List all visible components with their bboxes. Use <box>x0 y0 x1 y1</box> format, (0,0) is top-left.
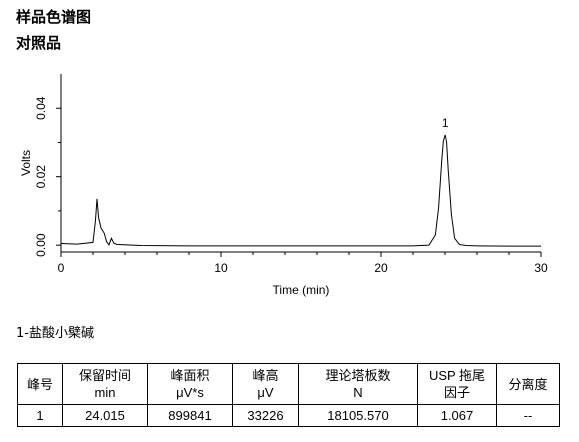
header-peak-area-label: 峰面积 <box>170 368 210 383</box>
cell-peak-height: 33226 <box>232 404 299 427</box>
x-tick-label: 10 <box>214 261 228 275</box>
cell-usp-tailing: 1.067 <box>417 404 497 427</box>
peak-label: 1 <box>442 116 449 130</box>
header-theoretical-plates: 理论塔板数 N <box>298 363 418 405</box>
header-theoretical-plates-label: 理论塔板数 <box>325 368 391 383</box>
header-peak-height-label: 峰高 <box>252 368 279 383</box>
series-line-0 <box>60 134 541 247</box>
x-tick-label: 20 <box>374 261 388 275</box>
cell-retention-time: 24.015 <box>62 404 148 427</box>
header-peak-height: 峰高 μV <box>232 363 299 405</box>
cell-theoretical-plates: 18105.570 <box>298 404 418 427</box>
report-subtitle: 对照品 <box>16 34 62 52</box>
header-peak-area-unit: μV*s <box>176 385 204 400</box>
header-usp-tailing-unit: 因子 <box>443 385 470 400</box>
report-title: 样品色谱图 <box>16 8 92 26</box>
header-resolution: 分离度 <box>496 363 560 405</box>
header-usp-tailing-label: USP 拖尾 <box>428 368 486 383</box>
y-tick-label: 0.04 <box>34 96 48 120</box>
header-usp-tailing: USP 拖尾 因子 <box>417 363 497 405</box>
y-tick-label: 0.02 <box>34 165 48 189</box>
table-row: 1 24.015 899841 33226 18105.570 1.067 -- <box>17 404 560 427</box>
x-axis-label: Time (min) <box>273 283 330 297</box>
header-retention-time: 保留时间 min <box>62 363 148 405</box>
cell-resolution: -- <box>496 404 560 427</box>
y-axis-label: Volts <box>19 150 33 176</box>
chromatogram-chart: 0 10 20 30 0.00 0.02 0.04 Time (min) Volts 1 <box>19 74 548 297</box>
header-retention-time-label: 保留时间 <box>78 368 131 383</box>
y-tick-label: 0.00 <box>34 233 48 257</box>
x-tick-label: 30 <box>534 261 548 275</box>
header-peak-no: 峰号 <box>17 363 63 405</box>
peak-name-caption: 1-盐酸小檗碱 <box>16 326 94 341</box>
header-peak-no-label: 峰号 <box>26 376 53 392</box>
header-theoretical-plates-unit: N <box>353 385 363 400</box>
header-peak-area: 峰面积 μV*s <box>147 363 233 405</box>
header-retention-time-unit: min <box>94 385 116 400</box>
header-resolution-label: 分离度 <box>508 376 548 392</box>
results-table: 峰号 保留时间 min 峰面积 μV*s 峰高 μV 理论塔板数 N USP 拖尾 因子 … <box>17 363 560 427</box>
results-header-row: 峰号 保留时间 min 峰面积 μV*s 峰高 μV 理论塔板数 N USP 拖尾 因子 … <box>17 363 560 405</box>
x-tick-label: 0 <box>58 261 65 275</box>
cell-peak-no: 1 <box>17 404 63 427</box>
cell-peak-area: 899841 <box>147 404 233 427</box>
header-peak-height-unit: μV <box>257 385 274 400</box>
